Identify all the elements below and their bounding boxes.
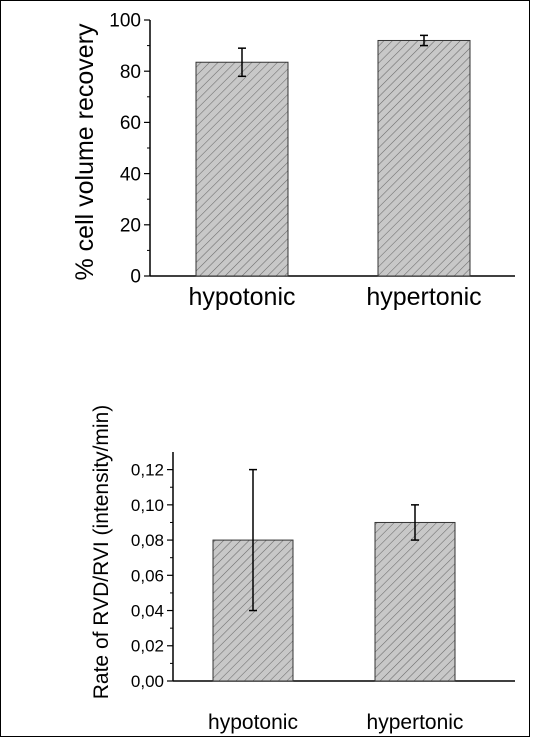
category-label-hypotonic: hypotonic [208,711,298,734]
y-tick-label: 0,12 [131,461,164,480]
y-tick-label: 0 [130,267,141,288]
y-axis-title: Rate of RVD/RVI (intensity/min) [90,405,113,700]
y-tick-label: 60 [120,113,141,134]
y-tick-label: 0,10 [131,496,164,515]
bar-hypotonic [195,61,289,277]
category-label-hypotonic: hypotonic [188,283,295,311]
y-tick-label: 0,06 [131,566,164,585]
bar-hypertonic [374,521,456,682]
y-tick-label: 0,00 [131,672,164,691]
y-tick-label: 0,08 [131,531,164,550]
bar-hypertonic [377,39,471,277]
y-tick-label: 20 [120,215,141,236]
y-tick-label: 0,02 [131,637,164,656]
chart-rate-rvd-rvi: Rate of RVD/RVI (intensity/min) 0,00 0,02… [90,405,515,734]
chart-cell-volume-recovery: % cell volume recovery 0 20 40 60 80 100 hypo… [71,11,515,311]
y-tick-label: 80 [120,62,141,83]
category-label-hypertonic: hypertonic [367,711,464,734]
y-tick-label: 100 [109,11,141,32]
y-tick-label: 0,04 [131,601,164,620]
y-axis-title: % cell volume recovery [71,23,99,281]
y-tick-label: 40 [120,164,141,185]
category-label-hypertonic: hypertonic [366,283,481,311]
